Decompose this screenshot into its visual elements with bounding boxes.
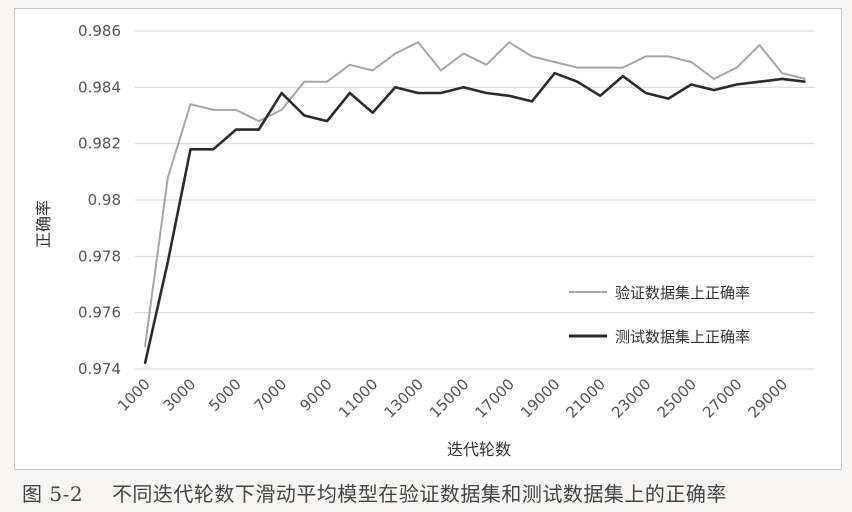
data-point-validation bbox=[553, 61, 556, 63]
data-point-validation bbox=[189, 103, 192, 106]
x-tick-label: 29000 bbox=[745, 375, 791, 421]
data-point-validation bbox=[690, 61, 693, 63]
data-point-test bbox=[599, 94, 601, 97]
data-point-validation bbox=[781, 72, 784, 75]
x-axis-title: 迭代轮数 bbox=[447, 440, 511, 459]
figure-caption-text: 不同迭代轮数下滑动平均模型在验证数据集和测试数据集上的正确率 bbox=[111, 482, 727, 506]
data-point-test bbox=[781, 78, 784, 80]
data-point-test bbox=[508, 94, 510, 97]
data-point-test bbox=[394, 86, 397, 89]
x-tick-label: 7000 bbox=[251, 375, 291, 415]
y-tick-label: 0.978 bbox=[78, 247, 121, 265]
series-line-validation bbox=[144, 41, 806, 347]
data-point-validation bbox=[417, 41, 419, 44]
data-point-test bbox=[417, 92, 419, 94]
figure-caption: 图 5-2 不同迭代轮数下滑动平均模型在验证数据集和测试数据集上的正确率 bbox=[22, 478, 842, 506]
series-line-test bbox=[143, 71, 806, 364]
x-tick-label: 13000 bbox=[380, 375, 426, 421]
data-point-test bbox=[804, 80, 806, 83]
data-point-test bbox=[349, 92, 351, 94]
data-point-validation bbox=[713, 78, 715, 80]
data-point-test bbox=[576, 80, 579, 83]
legend-label-validation: 验证数据集上正确率 bbox=[615, 284, 750, 302]
data-point-test bbox=[440, 92, 442, 94]
data-point-test bbox=[212, 148, 215, 151]
data-point-validation bbox=[758, 44, 761, 46]
data-point-test bbox=[280, 92, 283, 94]
x-tick-label: 5000 bbox=[205, 375, 245, 415]
data-point-validation bbox=[531, 55, 533, 58]
data-point-validation bbox=[462, 52, 465, 55]
data-point-test bbox=[144, 362, 146, 365]
data-point-validation bbox=[804, 78, 806, 80]
figure-number: 图 5-2 bbox=[22, 482, 84, 506]
x-tick-label: 3000 bbox=[160, 375, 200, 415]
data-point-validation bbox=[371, 69, 374, 72]
data-point-test bbox=[644, 92, 647, 94]
y-axis-title: 正确率 bbox=[34, 200, 53, 248]
y-tick-label: 0.974 bbox=[78, 360, 121, 378]
data-point-test bbox=[303, 114, 306, 117]
x-tick-label: 15000 bbox=[426, 375, 472, 421]
data-point-validation bbox=[257, 120, 260, 122]
x-tick-label: 1000 bbox=[114, 375, 154, 415]
data-point-validation bbox=[349, 64, 351, 66]
chart-frame: 0.974 0.976 0.978 0.98 0.982 0.984 0.986 1000 3… bbox=[14, 8, 842, 470]
data-point-test bbox=[622, 75, 624, 77]
y-tick-label: 0.982 bbox=[78, 135, 121, 153]
legend: 验证数据集上正确率 测试数据集上正确率 bbox=[569, 284, 750, 346]
data-point-test bbox=[166, 261, 169, 263]
data-point-validation bbox=[576, 66, 579, 69]
x-tick-label: 11000 bbox=[335, 375, 381, 421]
data-point-validation bbox=[485, 64, 488, 66]
data-point-test bbox=[713, 89, 715, 91]
data-point-validation bbox=[644, 55, 647, 58]
data-point-test bbox=[690, 83, 693, 86]
data-point-validation bbox=[599, 66, 601, 69]
data-point-validation bbox=[303, 80, 306, 83]
x-tick-label: 9000 bbox=[296, 375, 336, 415]
x-tick-label: 21000 bbox=[563, 375, 609, 421]
data-point-validation bbox=[622, 66, 624, 69]
data-point-test bbox=[485, 92, 488, 94]
data-point-test bbox=[189, 148, 192, 151]
data-point-test bbox=[735, 83, 738, 86]
x-tick-label: 27000 bbox=[699, 375, 745, 421]
data-point-test bbox=[531, 100, 533, 103]
data-point-validation bbox=[667, 55, 670, 58]
data-point-test bbox=[667, 97, 670, 100]
data-point-test bbox=[462, 86, 465, 89]
data-point-validation bbox=[440, 69, 442, 72]
data-point-validation bbox=[166, 176, 169, 179]
data-point-validation bbox=[394, 52, 397, 55]
data-point-validation bbox=[326, 80, 328, 83]
y-tick-label: 0.984 bbox=[78, 78, 121, 96]
data-point-test bbox=[758, 80, 761, 83]
data-point-test bbox=[257, 128, 260, 131]
data-point-test bbox=[326, 120, 328, 122]
data-point-test bbox=[371, 111, 374, 114]
x-tick-label: 19000 bbox=[517, 375, 563, 421]
data-point-validation bbox=[735, 66, 738, 69]
y-tick-label: 0.976 bbox=[78, 304, 121, 322]
line-chart: 0.974 0.976 0.978 0.98 0.982 0.984 0.986 1000 3… bbox=[34, 22, 815, 459]
y-tick-label: 0.986 bbox=[78, 22, 121, 40]
x-tick-label: 23000 bbox=[608, 375, 654, 421]
legend-label-test: 测试数据集上正确率 bbox=[615, 328, 750, 346]
y-tick-label: 0.98 bbox=[88, 191, 121, 209]
data-point-validation bbox=[508, 41, 510, 44]
data-point-validation bbox=[144, 345, 146, 348]
data-point-test bbox=[235, 128, 237, 131]
data-point-test bbox=[553, 72, 556, 75]
x-tick-label: 17000 bbox=[471, 375, 517, 421]
data-point-validation bbox=[235, 109, 237, 111]
data-point-validation bbox=[280, 109, 283, 111]
data-point-validation bbox=[212, 109, 215, 111]
x-tick-label: 25000 bbox=[654, 375, 700, 421]
